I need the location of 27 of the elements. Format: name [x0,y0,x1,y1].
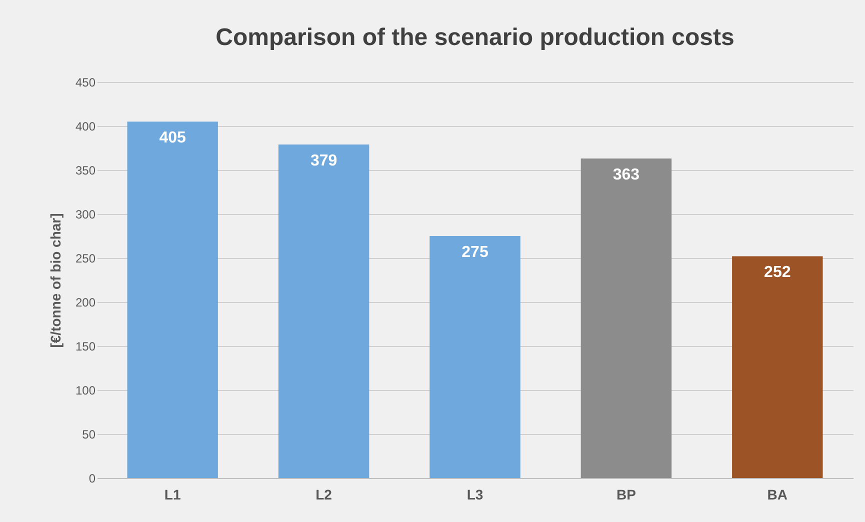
y-tick-label: 150 [75,340,96,354]
bar [127,122,218,478]
y-tick-label: 450 [75,76,96,90]
y-tick-label: 400 [75,120,96,134]
y-tick-label: 200 [75,296,96,310]
x-tick-label: L1 [164,486,181,502]
y-axis-title: [€/tonne of bio char] [47,213,64,348]
y-tick-label: 300 [75,208,96,222]
y-tick-label: 0 [88,472,96,486]
bar [732,256,823,478]
y-tick-label: 250 [75,252,96,266]
y-tick-label: 100 [75,384,96,398]
data-label: 363 [612,166,640,184]
bar [580,158,672,478]
x-tick-label: L2 [316,486,332,502]
data-label: 252 [764,264,791,282]
data-label: 275 [462,244,488,261]
bar [278,144,370,478]
x-tick-label: L3 [466,486,484,502]
y-tick-label: 50 [82,428,96,442]
bar [430,236,520,478]
data-label: 405 [159,130,186,147]
y-tick-label: 350 [75,164,96,178]
data-label: 379 [310,152,338,170]
x-tick-label: BP [616,486,636,502]
x-tick-label: BA [767,486,788,502]
chart-title: Comparison of the scenario production costs [216,24,734,51]
